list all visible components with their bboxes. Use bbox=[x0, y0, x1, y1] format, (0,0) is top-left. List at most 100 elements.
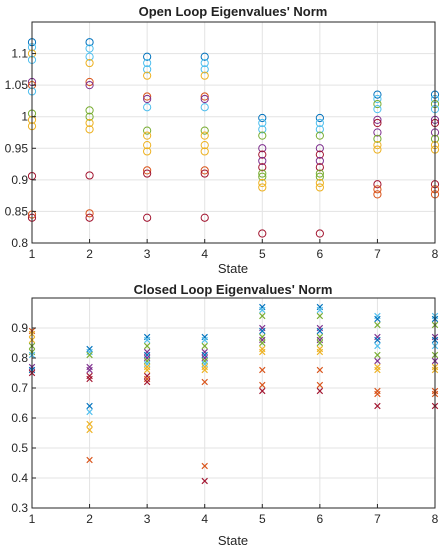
data-point bbox=[315, 169, 324, 178]
data-point bbox=[200, 103, 209, 112]
y-tick-label: 0.8 bbox=[11, 236, 28, 250]
data-point bbox=[374, 315, 381, 323]
data-point bbox=[200, 71, 209, 80]
x-axis-label: State bbox=[218, 261, 248, 276]
data-point bbox=[143, 366, 151, 374]
data-point bbox=[201, 336, 208, 344]
x-tick-label: 6 bbox=[317, 512, 324, 526]
x-tick-label: 6 bbox=[317, 247, 324, 261]
data-point bbox=[373, 190, 382, 199]
data-point bbox=[86, 426, 93, 434]
x-tick-label: 7 bbox=[374, 247, 381, 261]
data-point bbox=[201, 378, 208, 386]
data-point bbox=[85, 209, 94, 218]
x-tick-label: 8 bbox=[432, 512, 439, 526]
x-tick-label: 2 bbox=[86, 247, 93, 261]
chart-title: Closed Loop Eigenvalues' Norm bbox=[134, 282, 333, 297]
data-point bbox=[86, 366, 93, 374]
data-point bbox=[373, 105, 382, 114]
data-point bbox=[200, 126, 209, 135]
data-point bbox=[258, 172, 267, 181]
data-point bbox=[373, 99, 382, 109]
data-point bbox=[200, 213, 209, 222]
data-point bbox=[86, 456, 93, 464]
x-tick-label: 3 bbox=[144, 247, 151, 261]
y-tick-label: 1.05 bbox=[5, 78, 29, 92]
data-point bbox=[258, 118, 267, 128]
data-point bbox=[85, 77, 94, 87]
data-point bbox=[85, 112, 94, 121]
data-point bbox=[201, 477, 208, 485]
y-tick-label: 0.8 bbox=[11, 351, 28, 365]
data-point bbox=[200, 169, 209, 178]
data-point bbox=[315, 172, 324, 181]
data-point bbox=[258, 156, 267, 166]
data-point bbox=[373, 90, 382, 99]
x-tick-label: 8 bbox=[432, 247, 439, 261]
data-point bbox=[316, 312, 324, 320]
data-point bbox=[315, 156, 324, 166]
data-point bbox=[373, 145, 382, 154]
data-point bbox=[200, 92, 209, 101]
data-point bbox=[143, 342, 151, 350]
data-point bbox=[85, 125, 94, 134]
data-point bbox=[315, 144, 324, 153]
data-point bbox=[143, 65, 152, 74]
data-point bbox=[259, 339, 266, 347]
data-point bbox=[373, 118, 382, 128]
data-point bbox=[315, 113, 324, 123]
data-point bbox=[315, 178, 324, 188]
data-point bbox=[315, 131, 324, 140]
data-point bbox=[85, 58, 94, 68]
data-point bbox=[200, 147, 209, 156]
data-point bbox=[259, 366, 266, 374]
plot-frame bbox=[31, 21, 436, 244]
data-point bbox=[200, 52, 209, 61]
data-point bbox=[315, 150, 324, 159]
data-point bbox=[85, 52, 94, 61]
x-tick-label: 4 bbox=[201, 512, 208, 526]
data-point bbox=[373, 94, 382, 104]
open-loop-plot: Open Loop Eigenvalues' Norm State 1 2 3 4 5 6… bbox=[5, 4, 440, 276]
y-tick-label: 1.1 bbox=[11, 47, 28, 61]
x-tick-label: 5 bbox=[259, 512, 266, 526]
x-tick-label: 1 bbox=[29, 247, 36, 261]
data-point bbox=[316, 366, 324, 374]
x-tick-label: 5 bbox=[259, 247, 266, 261]
data-point bbox=[143, 336, 151, 344]
data-point bbox=[201, 366, 208, 374]
data-point bbox=[374, 402, 381, 410]
data-point bbox=[201, 462, 208, 470]
data-point bbox=[259, 387, 266, 395]
data-point bbox=[85, 38, 94, 47]
data-point bbox=[315, 125, 324, 134]
data-point bbox=[200, 166, 209, 175]
x-tick-label: 3 bbox=[144, 512, 151, 526]
y-tick-label: 0.4 bbox=[11, 471, 28, 485]
data-point bbox=[316, 327, 324, 335]
x-tick-label: 1 bbox=[29, 512, 36, 526]
data-point bbox=[143, 169, 152, 178]
data-point bbox=[373, 128, 382, 137]
data-point bbox=[143, 58, 152, 68]
data-point bbox=[85, 106, 94, 115]
data-point bbox=[374, 390, 381, 398]
data-point bbox=[316, 306, 324, 314]
data-point bbox=[86, 408, 93, 416]
data-point bbox=[258, 178, 267, 188]
data-point bbox=[316, 381, 324, 389]
data-point bbox=[374, 321, 381, 329]
data-point bbox=[143, 166, 152, 175]
data-point bbox=[258, 125, 267, 134]
data-point bbox=[200, 141, 209, 150]
data-point bbox=[374, 357, 381, 365]
data-point bbox=[373, 185, 382, 194]
data-point bbox=[200, 65, 209, 74]
data-point bbox=[373, 115, 382, 124]
y-tick-label: 1 bbox=[21, 110, 28, 124]
plot-frame bbox=[31, 297, 436, 509]
data-point bbox=[315, 163, 324, 172]
data-point bbox=[86, 420, 93, 428]
data-point bbox=[143, 52, 152, 61]
data-point bbox=[86, 351, 93, 359]
